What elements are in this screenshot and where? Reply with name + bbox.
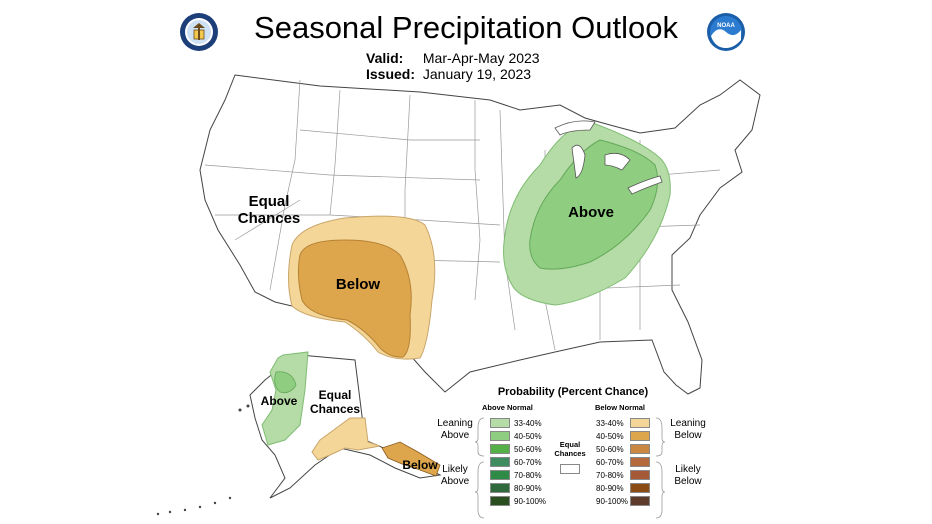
legend-below-swatch-label: 60-70% bbox=[596, 458, 624, 467]
great-lakes bbox=[554, 120, 663, 195]
legend-likely-below-label: Likely Below bbox=[674, 464, 702, 487]
legend-above-swatch-label: 80-90% bbox=[514, 484, 542, 493]
conus-below-label: Below bbox=[335, 276, 381, 293]
legend-below-swatch bbox=[630, 457, 650, 467]
legend-below-swatch bbox=[630, 470, 650, 480]
legend-below-swatch bbox=[630, 418, 650, 428]
legend-above-swatch bbox=[490, 470, 510, 480]
legend-below-header: Below Normal bbox=[595, 403, 646, 412]
commerce-seal-icon bbox=[180, 13, 218, 51]
legend-below-swatch-label: 70-80% bbox=[596, 471, 624, 480]
legend-below-swatch-label: 80-90% bbox=[596, 484, 624, 493]
legend-below-swatch bbox=[630, 496, 650, 506]
legend-above-swatch bbox=[490, 457, 510, 467]
alaska-above-mid bbox=[274, 371, 297, 394]
legend-equal-swatch bbox=[560, 464, 580, 474]
valid-label: Valid: bbox=[366, 50, 404, 66]
legend-below-swatch bbox=[630, 431, 650, 441]
legend-above-swatch bbox=[490, 444, 510, 454]
legend-equal-chances-label: Equal Chances bbox=[554, 440, 586, 458]
legend-above-swatch bbox=[490, 496, 510, 506]
conus-outline bbox=[199, 74, 761, 395]
noaa-logo-text: NOAA bbox=[717, 23, 735, 29]
map-title: Seasonal Precipitation Outlook bbox=[254, 10, 678, 45]
alaska-below-label: Below bbox=[402, 458, 438, 472]
legend-below-bracket bbox=[655, 417, 666, 519]
below-mid-region bbox=[297, 239, 412, 358]
legend-leaning-above-label: Leaning Above bbox=[437, 418, 473, 441]
legend: Probability (Percent Chance) Above Norma… bbox=[430, 382, 720, 522]
alaska-equal-chances-label: Equal Chances bbox=[309, 388, 361, 416]
issued-label: Issued: bbox=[366, 66, 416, 82]
conus-equal-chances-label: Equal Chances bbox=[237, 193, 301, 227]
aleutian-islands bbox=[156, 404, 250, 516]
legend-below-swatch-label: 50-60% bbox=[596, 445, 624, 454]
legend-below-swatch bbox=[630, 444, 650, 454]
alaska-panhandle-below bbox=[381, 441, 441, 477]
legend-above-bracket bbox=[474, 417, 485, 519]
legend-below-swatch-label: 33-40% bbox=[596, 419, 624, 428]
legend-below-swatch-label: 90-100% bbox=[596, 497, 629, 506]
legend-above-swatch-label: 70-80% bbox=[514, 471, 542, 480]
alaska-below-region bbox=[311, 417, 381, 461]
issued-value: January 19, 2023 bbox=[422, 66, 532, 82]
legend-above-swatch bbox=[490, 418, 510, 428]
legend-above-swatch bbox=[490, 483, 510, 493]
above-mid-region bbox=[529, 139, 659, 270]
alaska-above-label: Above bbox=[260, 394, 298, 408]
issued-row: Issued: January 19, 2023 bbox=[366, 66, 531, 82]
noaa-logo-icon: NOAA bbox=[707, 13, 745, 51]
valid-value: Mar-Apr-May 2023 bbox=[422, 50, 540, 66]
legend-leaning-below-label: Leaning Below bbox=[670, 418, 706, 441]
legend-above-header: Above Normal bbox=[482, 403, 533, 412]
legend-above-swatch-label: 33-40% bbox=[514, 419, 542, 428]
valid-row: Valid: Mar-Apr-May 2023 bbox=[366, 50, 540, 66]
legend-below-swatch bbox=[630, 483, 650, 493]
legend-above-swatch-label: 90-100% bbox=[514, 497, 547, 506]
legend-likely-above-label: Likely Above bbox=[440, 464, 470, 487]
legend-title: Probability (Percent Chance) bbox=[497, 386, 649, 398]
conus-above-label: Above bbox=[568, 204, 614, 221]
legend-above-swatch-label: 50-60% bbox=[514, 445, 542, 454]
alaska-above-region bbox=[261, 351, 309, 446]
legend-above-swatch bbox=[490, 431, 510, 441]
legend-above-swatch-label: 40-50% bbox=[514, 432, 542, 441]
legend-below-swatch-label: 40-50% bbox=[596, 432, 624, 441]
legend-above-swatch-label: 60-70% bbox=[514, 458, 542, 467]
